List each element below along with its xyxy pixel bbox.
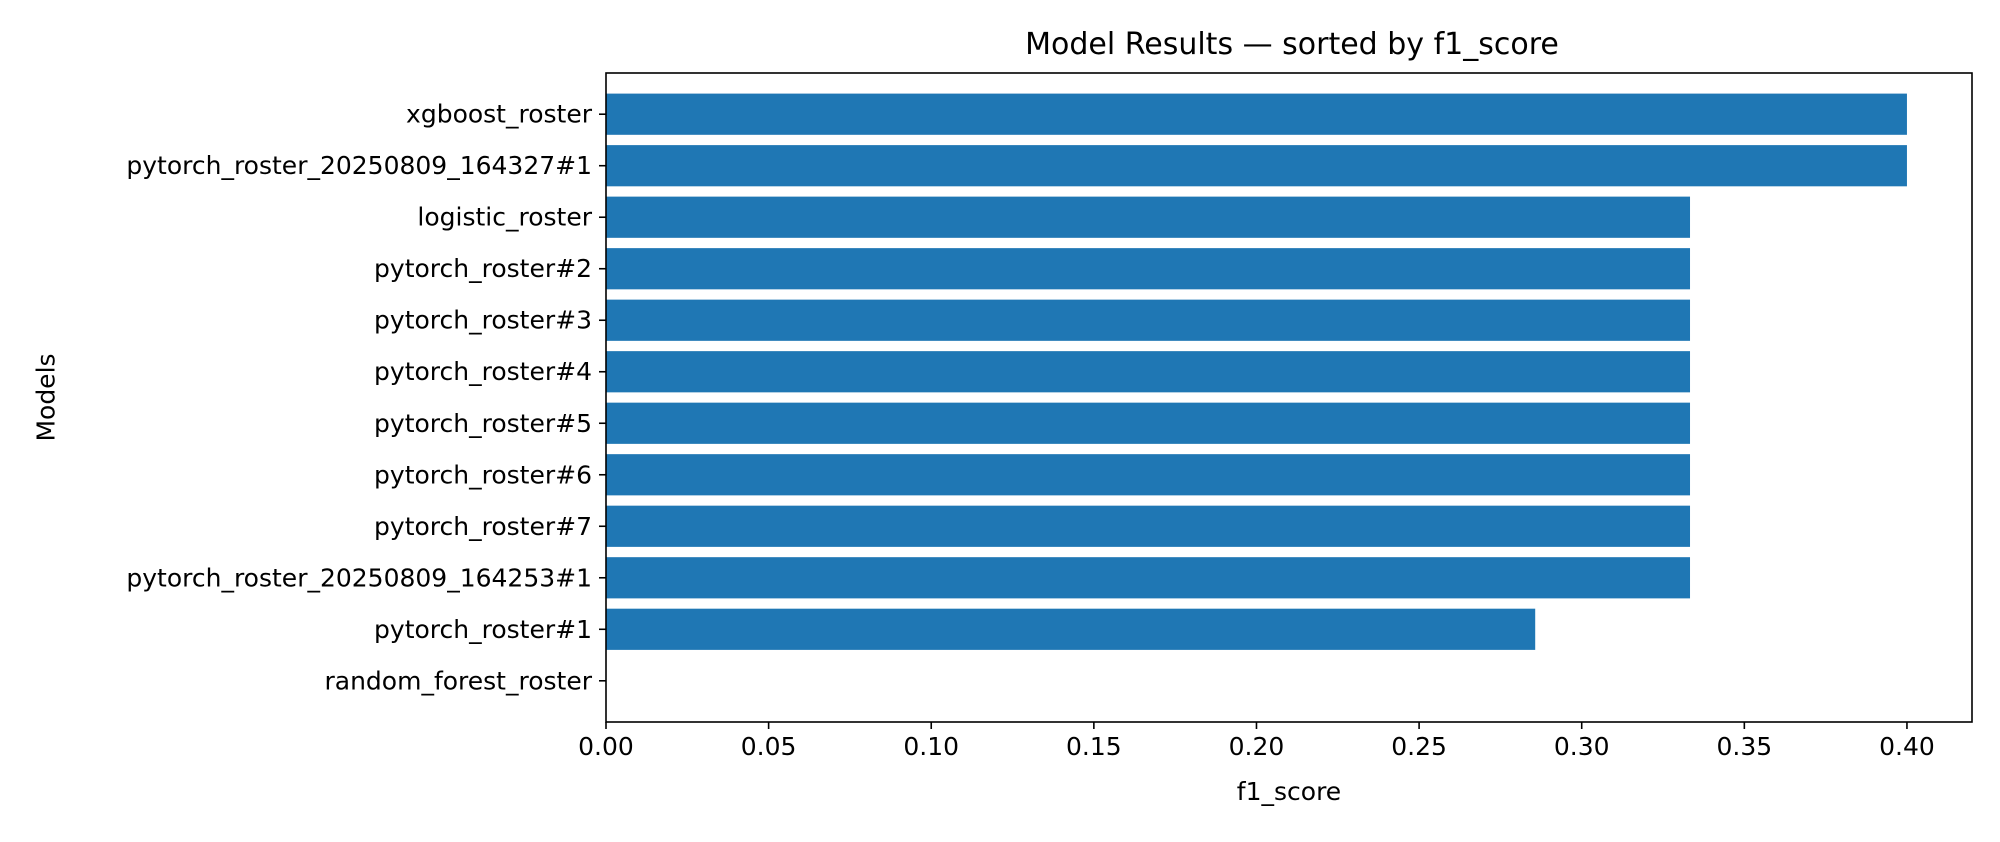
y-tick-label: xgboost_roster xyxy=(406,100,593,129)
y-tick-label: pytorch_roster#3 xyxy=(374,306,592,335)
y-tick-label: pytorch_roster#1 xyxy=(374,615,592,644)
y-tick-label: logistic_roster xyxy=(417,203,592,232)
bar xyxy=(606,454,1691,496)
x-tick-label: 0.30 xyxy=(1554,732,1610,761)
bar xyxy=(606,299,1691,341)
bar xyxy=(606,608,1536,650)
bar xyxy=(606,145,1907,187)
bars-layer xyxy=(606,93,1907,650)
bar xyxy=(606,351,1691,393)
x-tick-label: 0.10 xyxy=(903,732,959,761)
x-axis-label: f1_score xyxy=(1237,777,1341,806)
x-tick-label: 0.15 xyxy=(1066,732,1122,761)
bar xyxy=(606,248,1691,290)
bar xyxy=(606,402,1691,444)
y-tick-label: pytorch_roster#6 xyxy=(374,460,592,489)
x-tick-label: 0.05 xyxy=(741,732,797,761)
x-axis-ticks: 0.00 0.05 0.10 0.15 0.20 0.25 0.30 0.35 0.40 xyxy=(578,722,1935,761)
x-tick-label: 0.25 xyxy=(1391,732,1447,761)
y-tick-label: pytorch_roster#4 xyxy=(374,357,592,386)
plot-area-frame xyxy=(605,72,1973,723)
y-tick-label: pytorch_roster#7 xyxy=(374,512,592,541)
bar xyxy=(606,93,1907,135)
bar xyxy=(606,196,1691,238)
bar xyxy=(606,557,1691,599)
y-axis-ticks: xgboost_roster pytorch_roster_20250809_16… xyxy=(126,100,606,695)
y-axis-label: Models xyxy=(32,353,61,441)
chart-title: Model Results — sorted by f1_score xyxy=(1025,27,1559,62)
y-tick-label: pytorch_roster_20250809_164253#1 xyxy=(126,563,592,592)
x-tick-label: 0.00 xyxy=(578,732,634,761)
x-tick-label: 0.40 xyxy=(1879,732,1935,761)
y-tick-label: pytorch_roster_20250809_164327#1 xyxy=(126,151,592,180)
y-tick-label: pytorch_roster#2 xyxy=(374,254,592,283)
x-tick-label: 0.35 xyxy=(1716,732,1772,761)
y-tick-label: random_forest_roster xyxy=(324,666,592,695)
y-tick-label: pytorch_roster#5 xyxy=(374,409,592,438)
x-tick-label: 0.20 xyxy=(1229,732,1285,761)
bar xyxy=(606,505,1691,547)
